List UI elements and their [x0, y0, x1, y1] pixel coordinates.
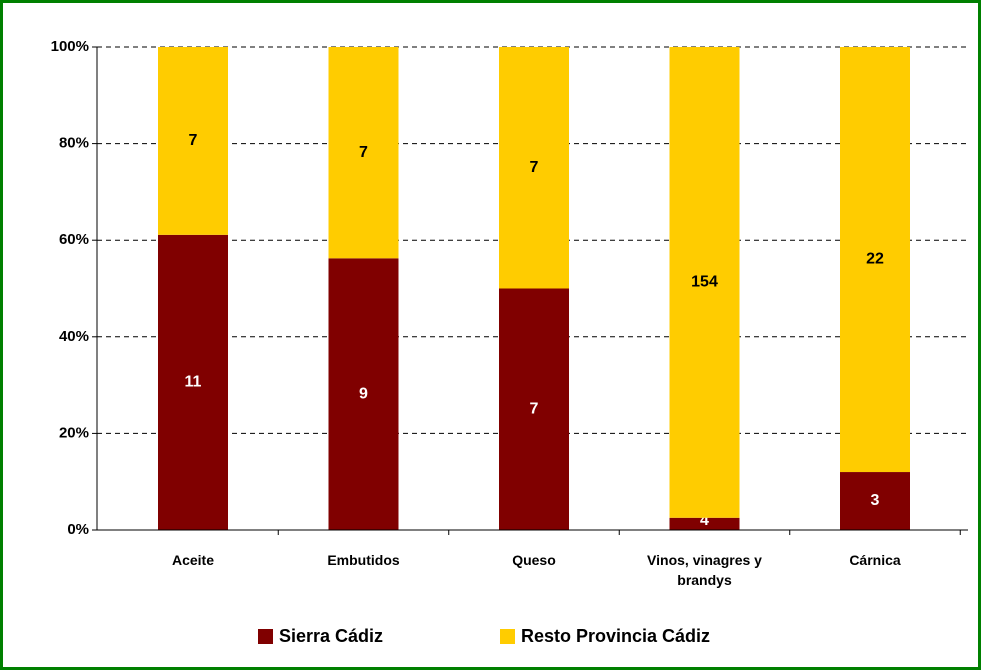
- data-label: 7: [189, 132, 198, 149]
- plot: 0% 20% 40% 60% 80% 100% 11 7 9 7 7 7 4 154 3 22 Sierra C…: [51, 38, 968, 646]
- data-label: 11: [185, 374, 202, 391]
- bar-segment: [840, 47, 910, 473]
- x-tick-label: Embutidos: [327, 552, 400, 568]
- bar-segment: [158, 234, 228, 531]
- data-label: 9: [359, 385, 368, 402]
- bar-segment: [840, 472, 910, 530]
- data-label: 3: [871, 492, 880, 509]
- x-tick-label: Aceite: [171, 552, 215, 568]
- bar-segment: [158, 47, 228, 235]
- bar-segment: [328, 47, 399, 259]
- bar-segment: [669, 517, 740, 530]
- legend-swatch: [500, 629, 515, 644]
- y-tick-label: 40%: [59, 328, 89, 345]
- legend-label: Resto Provincia Cádiz: [521, 626, 710, 646]
- y-tick-label: 0%: [67, 521, 89, 538]
- bar-segment: [499, 288, 569, 530]
- y-tick-label: 60%: [59, 231, 89, 248]
- y-tick-label: 100%: [51, 38, 89, 55]
- legend-label: Sierra Cádiz: [279, 626, 383, 646]
- data-label: 4: [700, 512, 709, 529]
- legend-swatch: [258, 629, 273, 644]
- data-label: 7: [530, 400, 539, 417]
- x-tick-label: Cárnica: [849, 552, 901, 568]
- data-label: 22: [866, 251, 884, 268]
- x-tick-label: Vinos, vinagres y brandys: [647, 552, 762, 588]
- y-tick-label: 80%: [59, 135, 89, 152]
- data-label: 154: [691, 274, 718, 291]
- x-tick-label: Queso: [512, 552, 556, 568]
- y-tick-label: 20%: [59, 424, 89, 441]
- data-label: 7: [530, 159, 539, 176]
- bar-segment: [669, 47, 740, 518]
- bar-segment: [328, 258, 399, 530]
- bar-segment: [499, 47, 569, 289]
- data-label: 7: [359, 144, 368, 161]
